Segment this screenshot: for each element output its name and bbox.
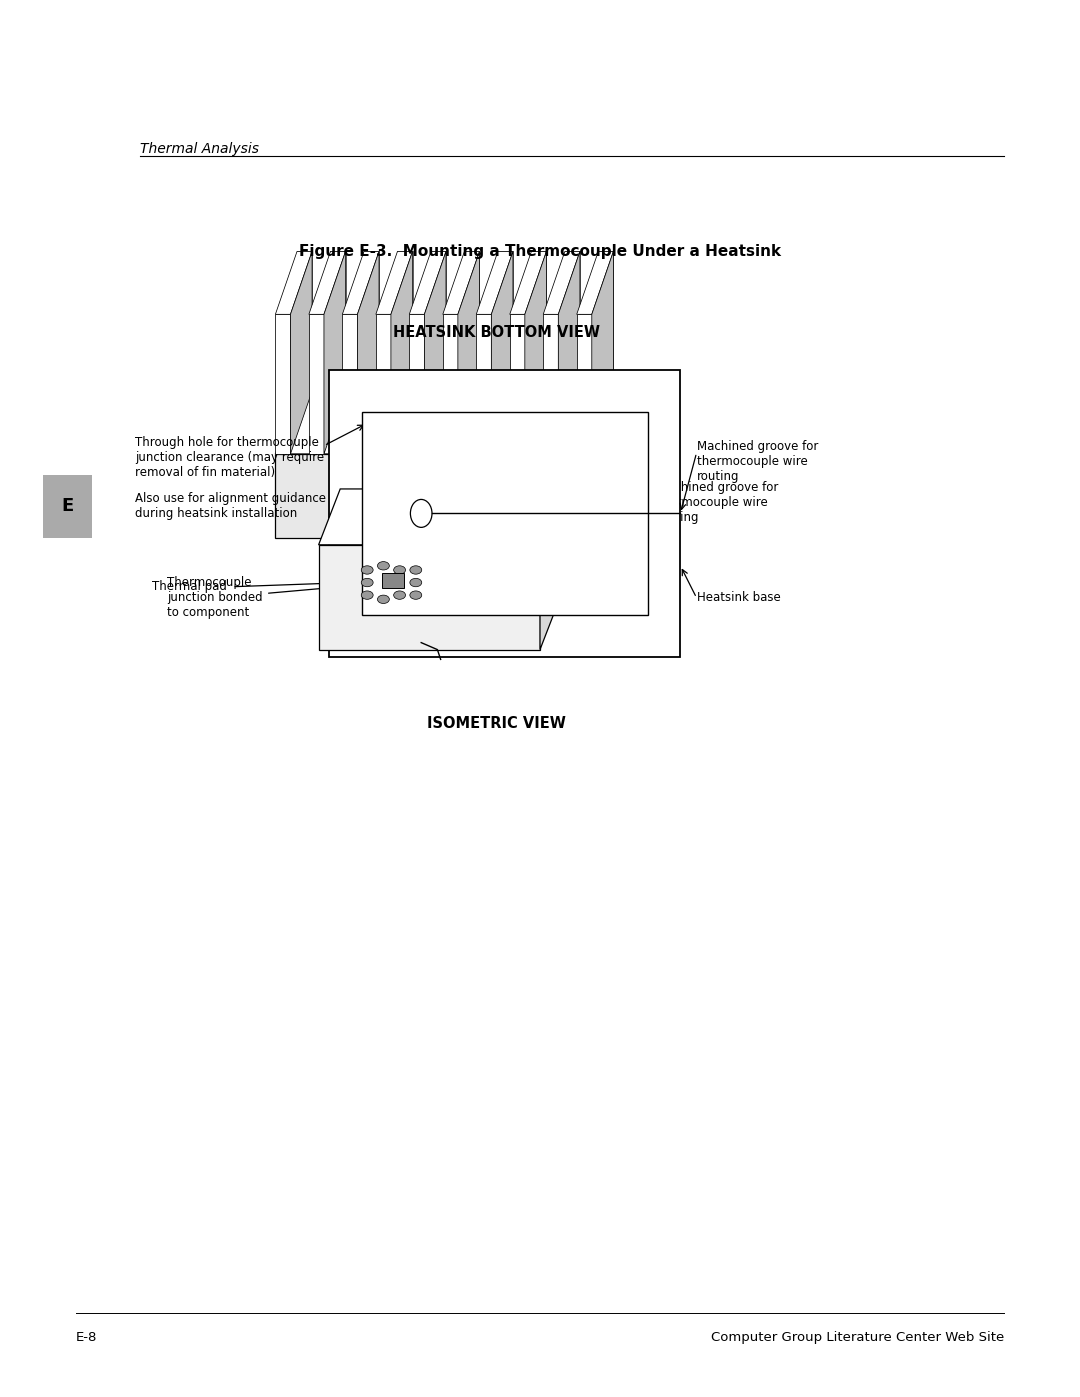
Polygon shape (510, 251, 546, 314)
Polygon shape (431, 251, 446, 391)
Ellipse shape (410, 566, 421, 574)
Text: E: E (62, 497, 73, 515)
Polygon shape (309, 314, 324, 454)
Polygon shape (577, 314, 592, 454)
Polygon shape (324, 251, 346, 454)
Polygon shape (498, 251, 513, 391)
Polygon shape (540, 489, 562, 650)
Polygon shape (397, 251, 413, 391)
Polygon shape (458, 251, 480, 454)
Polygon shape (531, 251, 546, 391)
Polygon shape (342, 314, 357, 454)
Polygon shape (543, 251, 580, 314)
Bar (382, 573, 404, 588)
Text: Machined groove for
thermocouple wire
routing: Machined groove for thermocouple wire ro… (697, 440, 818, 483)
Polygon shape (376, 251, 413, 314)
Polygon shape (558, 251, 580, 454)
Polygon shape (510, 314, 525, 454)
Ellipse shape (394, 566, 406, 574)
Polygon shape (409, 314, 424, 454)
Polygon shape (577, 251, 613, 314)
Text: Computer Group Literature Center Web Site: Computer Group Literature Center Web Sit… (711, 1331, 1004, 1344)
Polygon shape (275, 391, 632, 454)
Polygon shape (476, 251, 513, 314)
Polygon shape (598, 251, 613, 391)
Ellipse shape (410, 578, 421, 587)
Polygon shape (476, 314, 491, 454)
Text: E-8: E-8 (76, 1331, 97, 1344)
Polygon shape (409, 251, 446, 314)
Polygon shape (525, 251, 546, 454)
Text: Also use for alignment guidance
during heatsink installation: Also use for alignment guidance during h… (135, 492, 326, 520)
Text: Thermal Analysis: Thermal Analysis (140, 142, 259, 156)
Text: Through hole for thermocouple
junction clearance (may require
removal of fin mat: Through hole for thermocouple junction c… (135, 436, 324, 479)
Polygon shape (342, 251, 379, 314)
Polygon shape (309, 251, 346, 314)
Ellipse shape (362, 591, 374, 599)
Polygon shape (543, 314, 558, 454)
Text: Machined groove for
thermocouple wire
routing: Machined groove for thermocouple wire ro… (657, 482, 778, 524)
Text: HEATSINK BOTTOM VIEW: HEATSINK BOTTOM VIEW (393, 326, 600, 339)
Text: Thermocouple
junction bonded
to component: Thermocouple junction bonded to componen… (167, 577, 368, 619)
Polygon shape (565, 251, 580, 391)
Polygon shape (424, 251, 446, 454)
Polygon shape (491, 251, 513, 454)
Ellipse shape (362, 566, 374, 574)
Polygon shape (357, 251, 379, 454)
Polygon shape (275, 251, 312, 314)
Text: Figure E-3.  Mounting a Thermocouple Under a Heatsink: Figure E-3. Mounting a Thermocouple Unde… (299, 244, 781, 258)
Polygon shape (443, 251, 480, 314)
Polygon shape (376, 314, 391, 454)
Polygon shape (464, 251, 480, 391)
Bar (362, 412, 648, 615)
Polygon shape (391, 251, 413, 454)
Polygon shape (275, 314, 291, 454)
Text: ISOMETRIC VIEW: ISOMETRIC VIEW (428, 717, 566, 731)
Text: Thermal pad: Thermal pad (152, 580, 227, 594)
Bar (43, 475, 92, 538)
Text: Heatsink base: Heatsink base (697, 591, 781, 605)
Ellipse shape (394, 591, 406, 599)
Bar (329, 370, 680, 657)
Polygon shape (592, 251, 613, 454)
Circle shape (410, 499, 432, 527)
Polygon shape (291, 251, 312, 454)
Polygon shape (319, 489, 562, 545)
Polygon shape (330, 251, 346, 391)
Ellipse shape (378, 562, 389, 570)
Polygon shape (275, 454, 610, 538)
Polygon shape (319, 545, 540, 650)
Polygon shape (297, 251, 312, 391)
Polygon shape (443, 314, 458, 454)
Ellipse shape (378, 595, 389, 604)
Ellipse shape (362, 578, 374, 587)
Polygon shape (610, 391, 632, 538)
Ellipse shape (410, 591, 421, 599)
Polygon shape (364, 251, 379, 391)
